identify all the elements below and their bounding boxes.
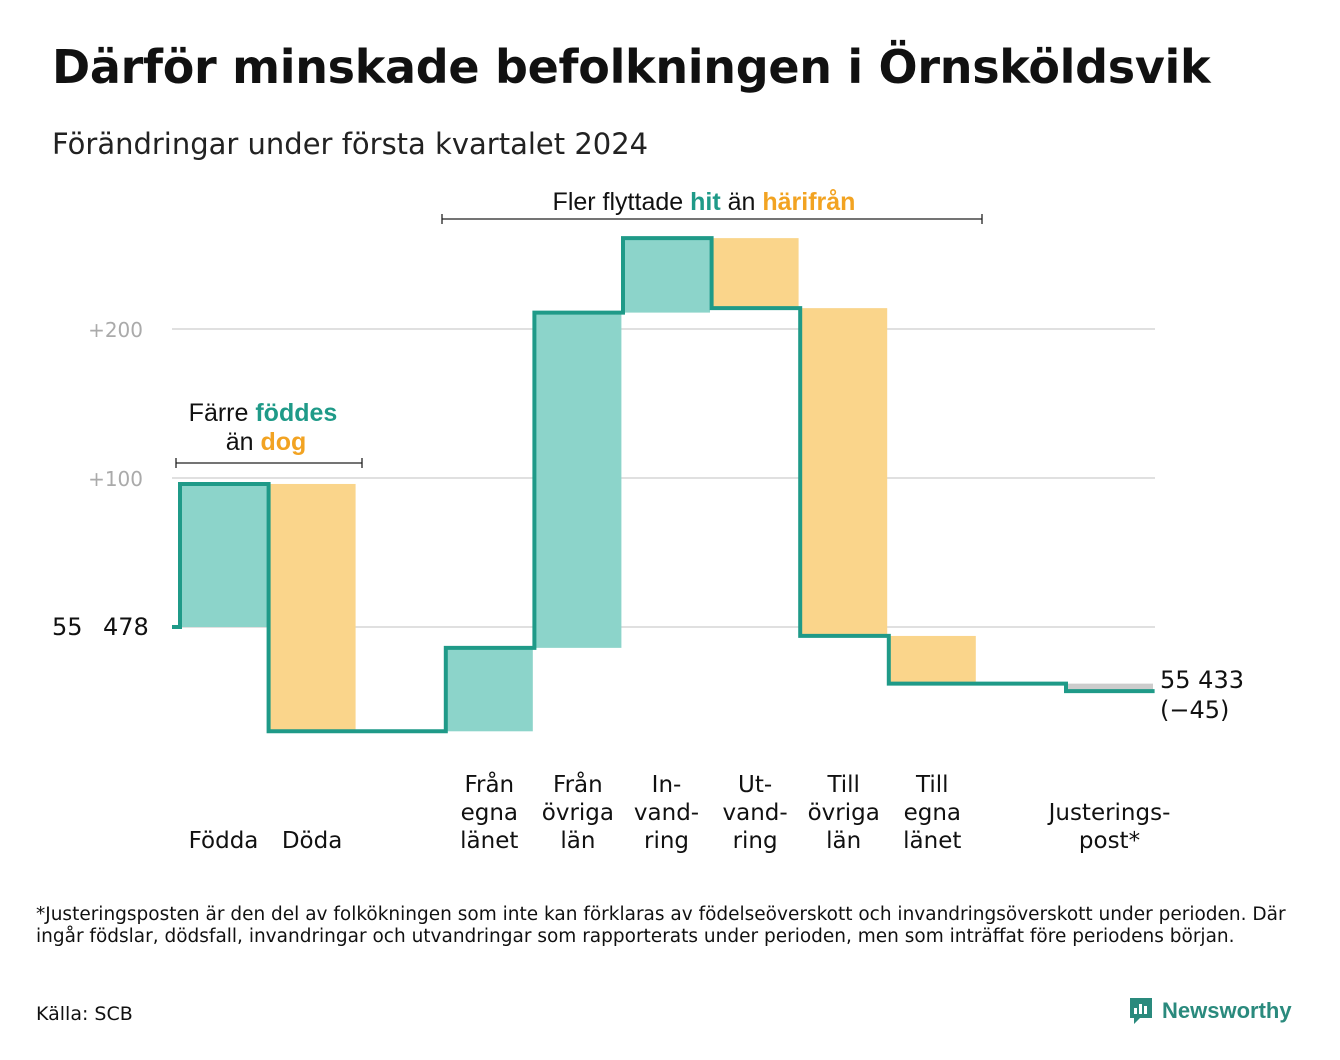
category-label: Till [915, 772, 949, 798]
bar-increase [623, 238, 710, 313]
category-label: län [826, 828, 861, 854]
category-label: vand- [723, 800, 788, 826]
end-change-label: (−45) [1160, 696, 1229, 724]
start-value-label: 478 [103, 613, 149, 641]
y-tick-label: +100 [88, 467, 143, 491]
bar-decrease [268, 483, 356, 732]
category-label: vand- [634, 800, 699, 826]
category-label: Från [553, 770, 603, 798]
bar-increase [445, 647, 533, 732]
brand-logo: Newsworthy [1128, 996, 1292, 1026]
chart-subtitle: Förändringar under första kvartalet 2024 [52, 127, 649, 161]
chart-title: Därför minskade befolkningen i Örnskölds… [52, 40, 1211, 94]
category-label: In- [652, 772, 682, 798]
step-line-group [172, 236, 1155, 734]
bar-adjustment [1066, 683, 1153, 692]
bar-increase [180, 483, 267, 627]
annotation-migration: Fler flyttade hit än härifrån [553, 188, 856, 216]
bar-increase [534, 312, 622, 648]
category-label: egna [904, 800, 961, 826]
annotation-births-line1: Färre föddes [189, 399, 338, 427]
category-label: egna [461, 800, 518, 826]
category-label: post* [1079, 828, 1140, 854]
category-label: ring [733, 828, 778, 854]
category-label: övriga [542, 800, 614, 826]
category-label: Till [826, 772, 860, 798]
step-line [172, 236, 1155, 734]
brand-name: Newsworthy [1162, 998, 1292, 1023]
category-label: Från [464, 770, 514, 798]
category-label: länet [460, 828, 518, 854]
bars [180, 238, 1153, 732]
category-label: Döda [282, 828, 342, 854]
category-label: övriga [808, 800, 880, 826]
newsworthy-logo-icon [1130, 998, 1152, 1024]
footnote: *Justeringsposten är den del av folkökni… [36, 904, 1286, 947]
annotation-births-line2: än dog [226, 428, 307, 456]
category-label: Ut- [738, 772, 772, 798]
category-label: Födda [189, 828, 259, 854]
category-label: länet [903, 828, 961, 854]
category-label: Justerings- [1047, 800, 1171, 826]
bar-decrease [888, 635, 976, 684]
y-tick-label: +200 [88, 318, 143, 342]
start-value-label: 55 [52, 613, 83, 641]
bar-decrease [711, 238, 799, 309]
end-value-label: 55 433 [1160, 666, 1244, 694]
category-label: ring [644, 828, 689, 854]
bar-decrease [800, 308, 888, 636]
source-note: Källa: SCB [36, 1003, 133, 1025]
category-label: län [560, 828, 595, 854]
